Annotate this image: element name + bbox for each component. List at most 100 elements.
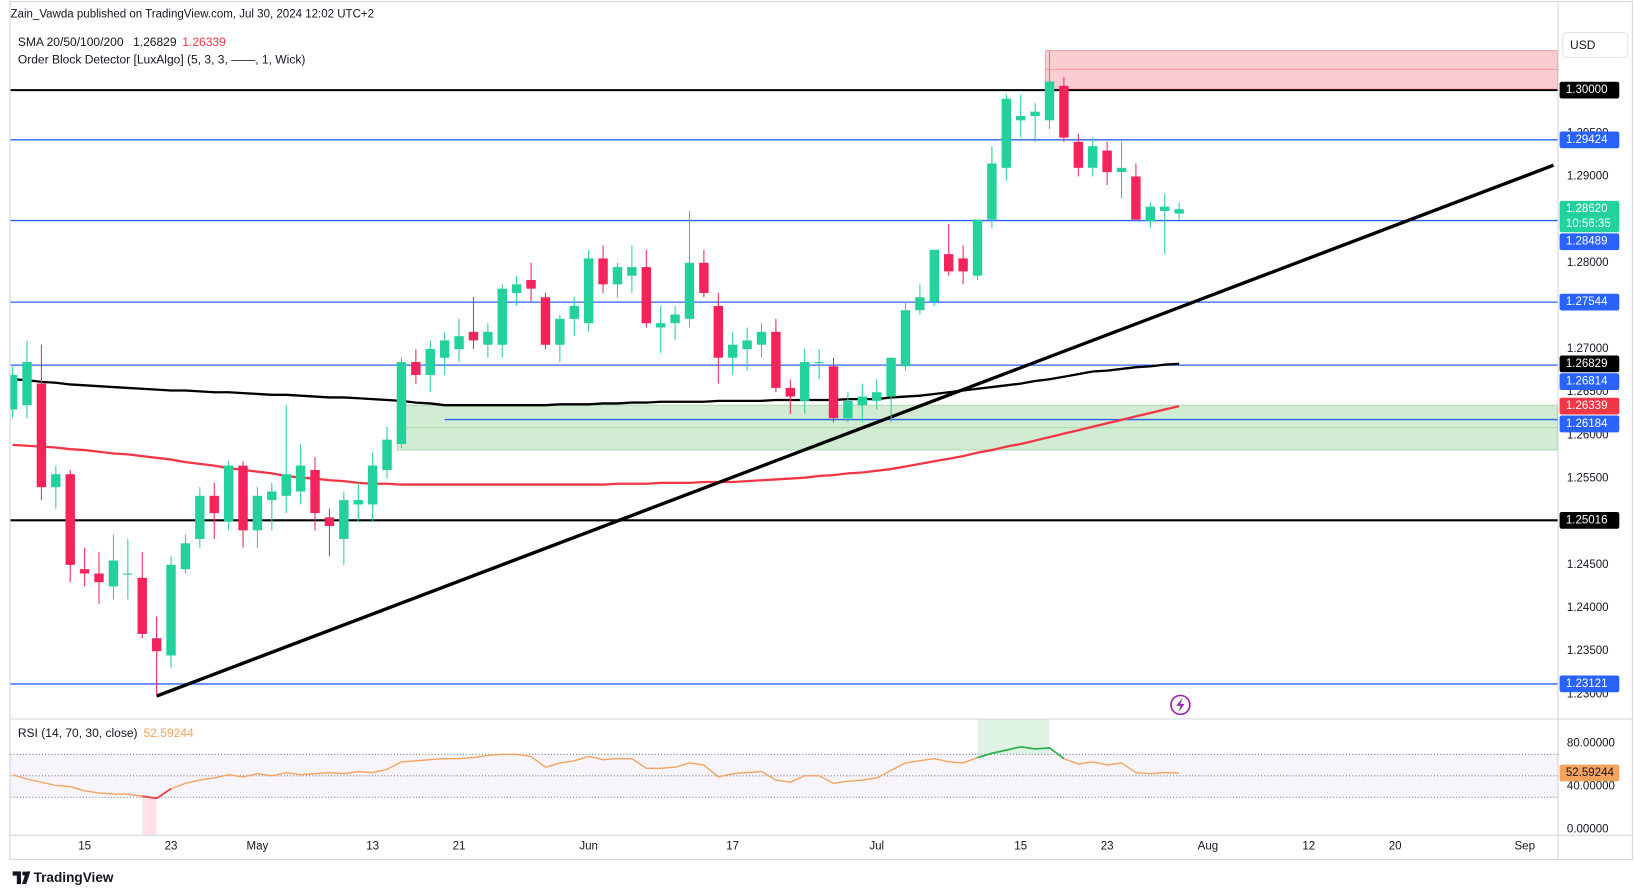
candle: [281, 405, 291, 514]
candle: [180, 534, 191, 574]
rsi-value: 52.59244: [144, 726, 194, 740]
rsi-price-label: 52.59244: [1559, 764, 1620, 782]
alert-bolt[interactable]: [1176, 697, 1185, 713]
candle: [1044, 51, 1055, 129]
price-label-text: 1.26339: [1566, 400, 1608, 412]
candle: [151, 616, 162, 695]
candle: [627, 245, 637, 293]
candle: [958, 245, 968, 285]
candle-body: [828, 366, 839, 419]
sma-value: 1.26339: [182, 35, 226, 49]
candle-body: [670, 314, 680, 324]
candle-body: [943, 254, 954, 272]
currency-button-box[interactable]: [1562, 31, 1629, 59]
candle-body: [785, 387, 796, 397]
candle: [670, 305, 680, 341]
logo-mark: [12, 871, 31, 884]
x-tick-label: May: [247, 840, 269, 852]
candle: [799, 349, 810, 414]
candle: [771, 318, 781, 393]
candle: [843, 392, 853, 423]
x-tick-label: 17: [726, 840, 739, 852]
candle-body: [655, 323, 666, 328]
currency-button[interactable]: USD: [1562, 31, 1629, 59]
candle: [137, 551, 147, 639]
candle: [108, 534, 119, 600]
candle-body: [987, 163, 997, 220]
candle: [943, 223, 954, 276]
candle-body: [511, 284, 522, 293]
candle: [828, 357, 839, 423]
candle: [411, 349, 421, 384]
price-label: 1.28620 10:56:35: [1559, 200, 1620, 233]
candle-body: [555, 318, 565, 345]
price-label: 1.30000: [1559, 81, 1620, 99]
candle: [123, 538, 133, 600]
main-pane: [10, 49, 1558, 698]
candle-body: [353, 500, 363, 505]
candle: [555, 314, 565, 363]
candle-body: [929, 249, 940, 302]
y-tick-label: 1.25500: [1567, 473, 1609, 485]
candle: [886, 357, 896, 423]
candle: [511, 275, 522, 306]
candle-body: [684, 262, 695, 319]
currency-label[interactable]: USD: [1570, 38, 1596, 52]
candle: [612, 262, 623, 298]
candle-body: [223, 465, 234, 522]
candle-body: [1174, 209, 1184, 214]
candle-body: [180, 543, 191, 570]
candle-body: [468, 331, 479, 341]
candle: [209, 482, 219, 539]
candle-body: [382, 439, 392, 470]
candle: [94, 551, 104, 604]
candle-body: [1016, 116, 1026, 121]
x-tick-label: Aug: [1198, 840, 1219, 852]
candle-body: [123, 573, 133, 575]
price-label-box: [1559, 200, 1620, 233]
candle: [641, 249, 651, 328]
y-tick-label: 1.27000: [1567, 343, 1609, 355]
candle: [857, 383, 868, 423]
candle-body: [281, 474, 291, 496]
x-tick-label: Sep: [1515, 840, 1536, 852]
price-label-box: [1559, 81, 1620, 99]
candle: [598, 245, 608, 293]
candle-body: [94, 573, 104, 583]
price-label-text: 1.26829: [1566, 358, 1608, 370]
price-label-box: [1559, 131, 1620, 149]
candle-body: [1001, 98, 1012, 168]
price-label: 1.26184: [1559, 415, 1620, 433]
candle-body: [151, 638, 162, 652]
price-label: 1.26814: [1559, 373, 1620, 391]
candle: [166, 556, 176, 669]
candle: [79, 547, 90, 587]
price-label-text: 1.26814: [1566, 376, 1608, 388]
candle-body: [972, 219, 983, 276]
candle-body: [454, 336, 464, 350]
candle: [36, 344, 47, 501]
price-label-text: 10:56:35: [1566, 218, 1611, 230]
price-label-text: 1.25016: [1566, 514, 1608, 526]
candle-body: [843, 400, 853, 419]
order-block: [1044, 49, 1558, 89]
alert-icon[interactable]: [1170, 694, 1191, 716]
candle: [540, 292, 551, 350]
rsi-legend: RSI (14, 70, 30, close): [18, 726, 138, 740]
price-label-box: [1559, 355, 1620, 373]
candle-body: [1030, 111, 1040, 117]
candle-body: [36, 383, 47, 488]
candle: [497, 284, 507, 358]
candle: [353, 482, 363, 522]
candle-body: [209, 495, 219, 514]
candle: [756, 323, 767, 358]
candle-body: [871, 392, 882, 401]
candle-body: [238, 465, 248, 531]
candle-body: [612, 267, 623, 285]
candle: [1160, 193, 1170, 255]
candle: [65, 469, 75, 583]
price-label-box: [1559, 373, 1620, 391]
x-tick-label: 20: [1389, 840, 1402, 852]
